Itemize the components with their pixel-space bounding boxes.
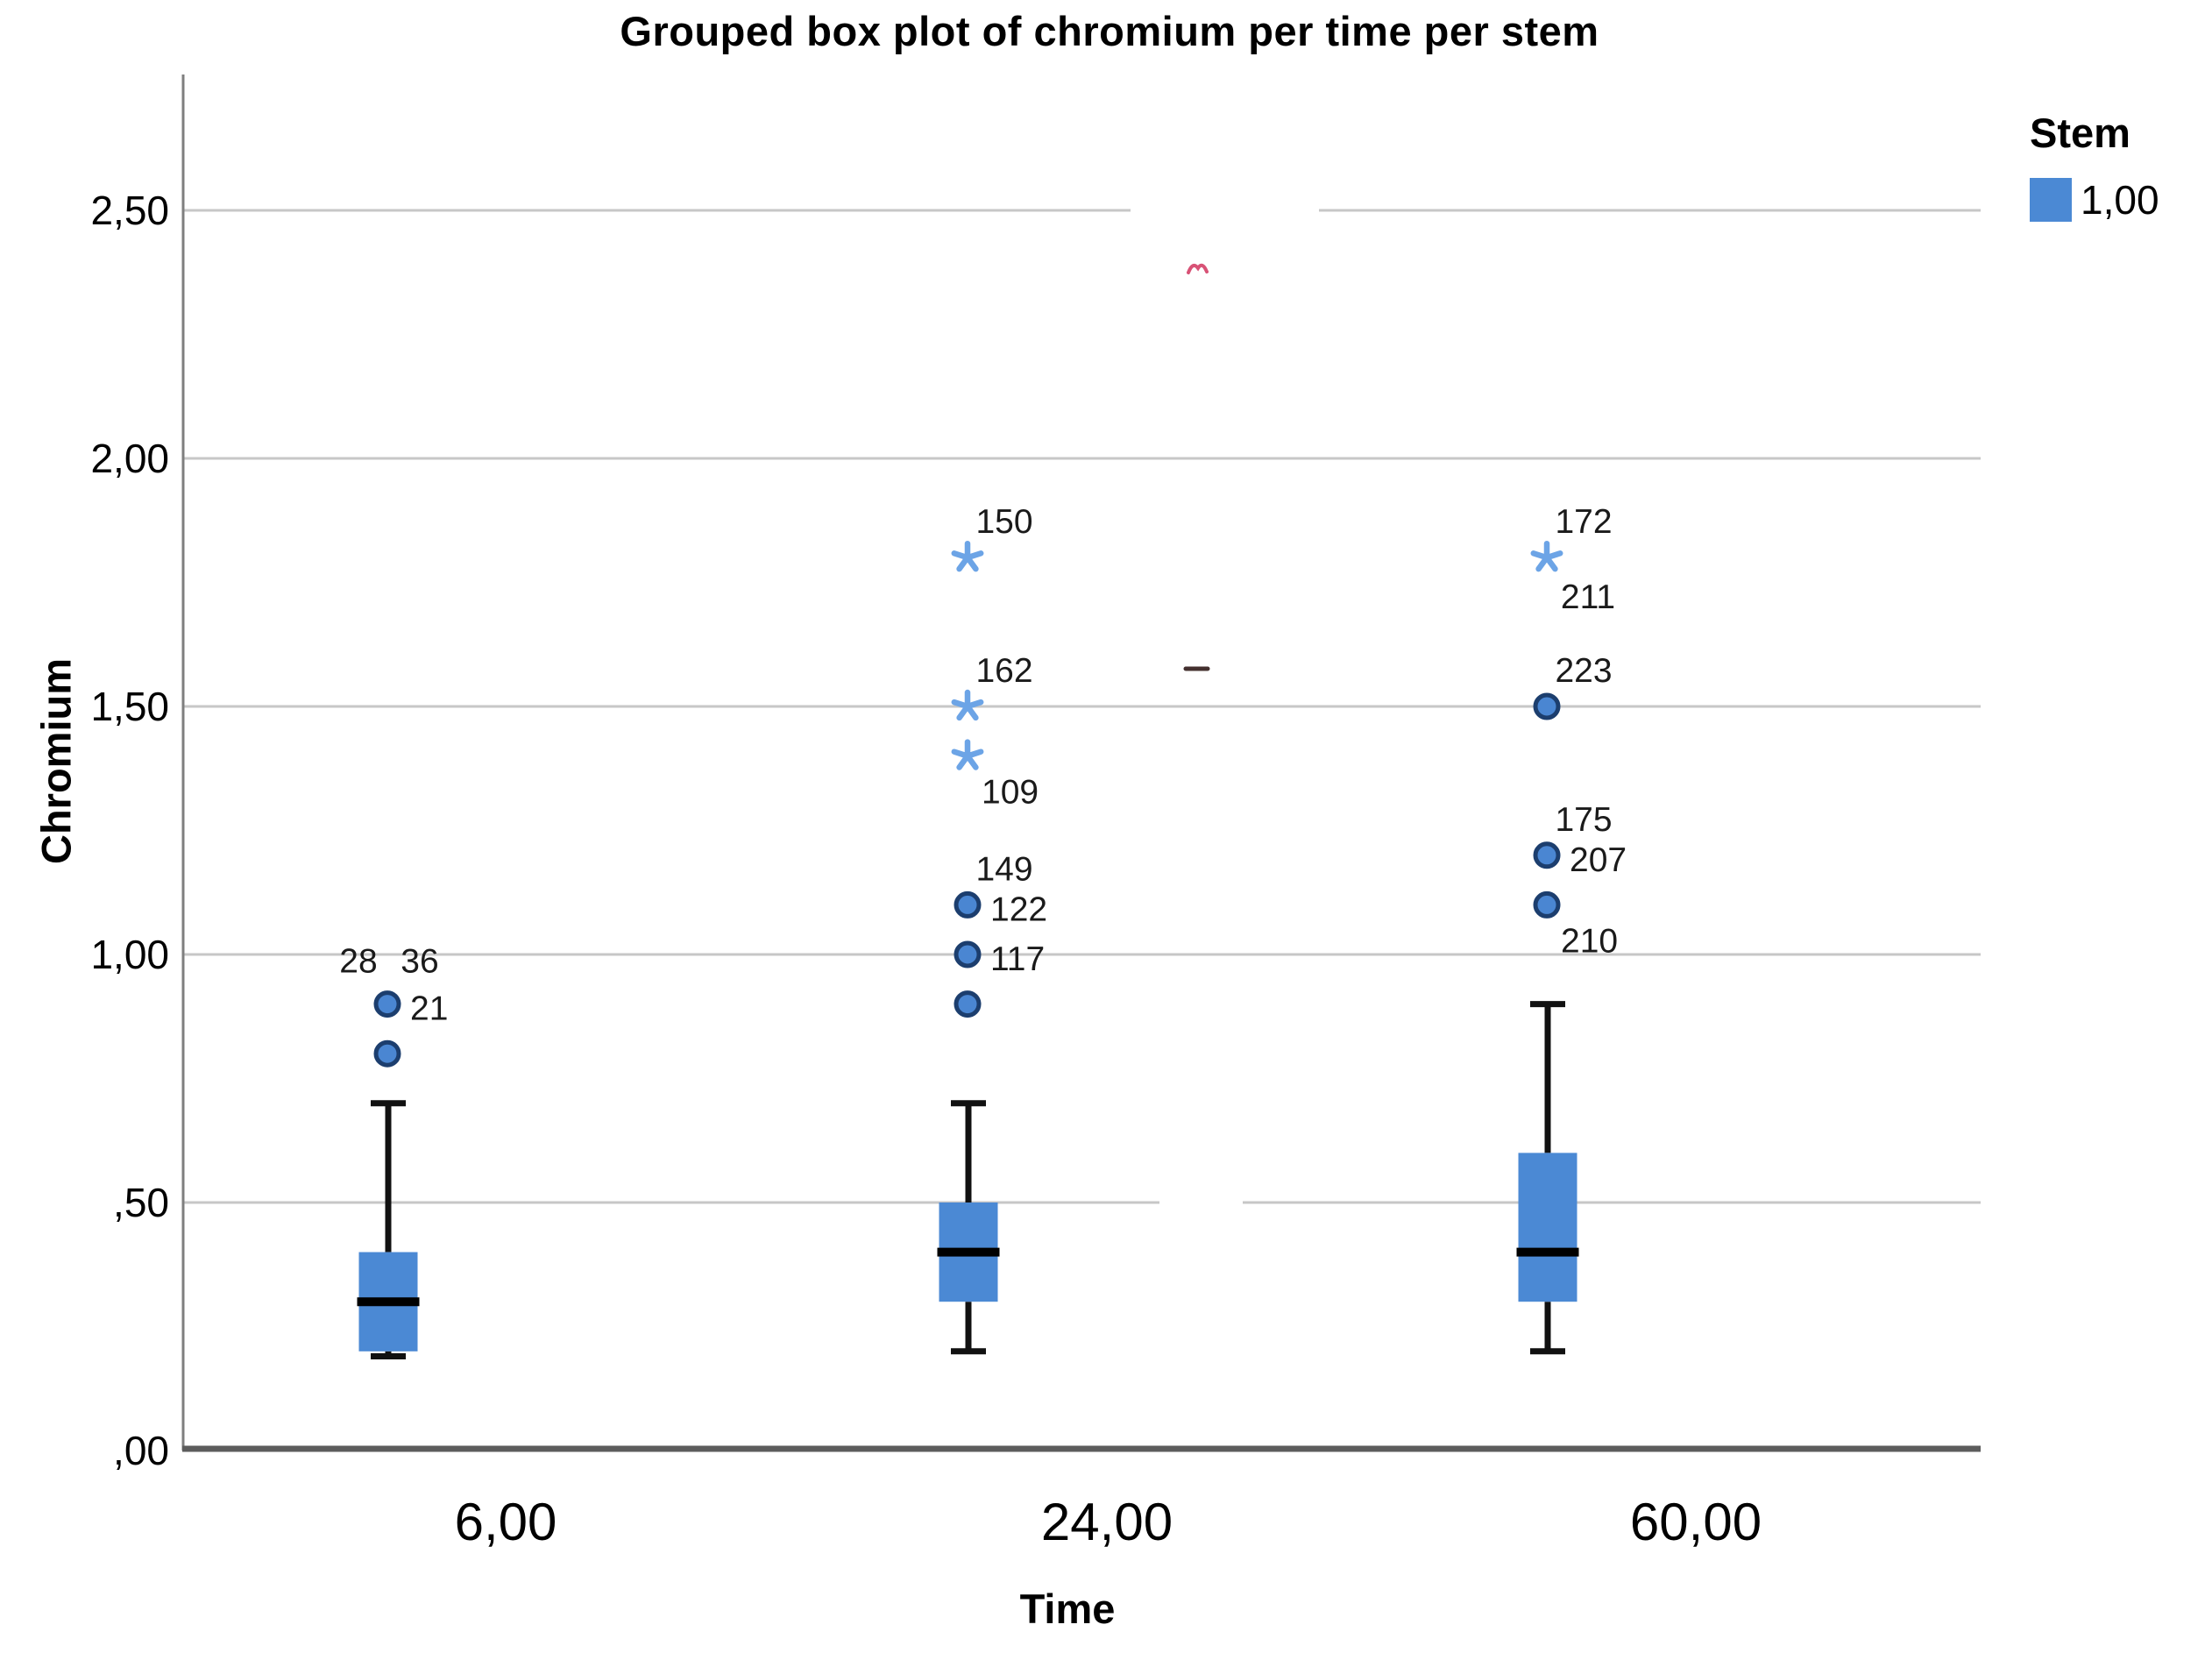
outlier-label: 207 [1570,841,1627,879]
outlier-label: 175 [1555,801,1612,839]
outlier-label: 36 [401,943,438,981]
outlier-label: 28 [339,943,377,981]
artifact-red-mark [1187,263,1209,274]
outlier-label: 117 [990,940,1045,978]
outlier-circle-icon [373,1039,401,1068]
outlier-label: 122 [990,890,1047,928]
outlier-label: 149 [975,850,1032,888]
outlier-circle-icon [1533,890,1561,919]
y-tick-label: ,50 [113,1180,169,1225]
outlier-label: 211 [1561,578,1615,616]
outlier-star-icon [951,739,984,770]
outlier-label: 210 [1561,922,1618,960]
outlier-label: 21 [410,990,448,1028]
legend-title: Stem [2030,110,2130,156]
legend-item: 1,00 [2030,176,2212,223]
x-tick-label: 6,00 [455,1493,557,1551]
outlier-label: 150 [975,503,1032,541]
outlier-star-icon [1530,540,1563,572]
y-tick-label: 2,00 [90,436,169,481]
outlier-circle-icon [1533,692,1561,720]
outlier-label: 223 [1555,652,1612,690]
outlier-star-icon [951,689,984,721]
y-tick-label: 2,50 [90,188,169,233]
outlier-label: 172 [1555,503,1612,541]
x-axis-title: Time [1019,1586,1116,1632]
outlier-star-icon [951,540,984,572]
y-tick-label: ,00 [113,1428,169,1473]
x-tick-label: 60,00 [1630,1493,1762,1551]
outlier-label: 162 [975,652,1032,690]
outlier-circle-icon [1533,841,1561,869]
y-tick-label: 1,50 [90,684,169,729]
chart-title: Grouped box plot of chromium per time pe… [620,8,1599,54]
legend-item-label: 1,00 [2081,177,2159,223]
outlier-circle-icon [954,890,982,919]
outlier-circle-icon [373,990,401,1018]
legend: Stem 1,00 [2030,109,2212,223]
y-tick-label: 1,00 [90,932,169,977]
outlier-circle-icon [954,990,982,1018]
x-tick-label: 24,00 [1041,1493,1173,1551]
legend-swatch-icon [2030,178,2072,222]
outlier-circle-icon [954,940,982,968]
outlier-label: 109 [982,774,1039,812]
box [1518,1153,1577,1302]
